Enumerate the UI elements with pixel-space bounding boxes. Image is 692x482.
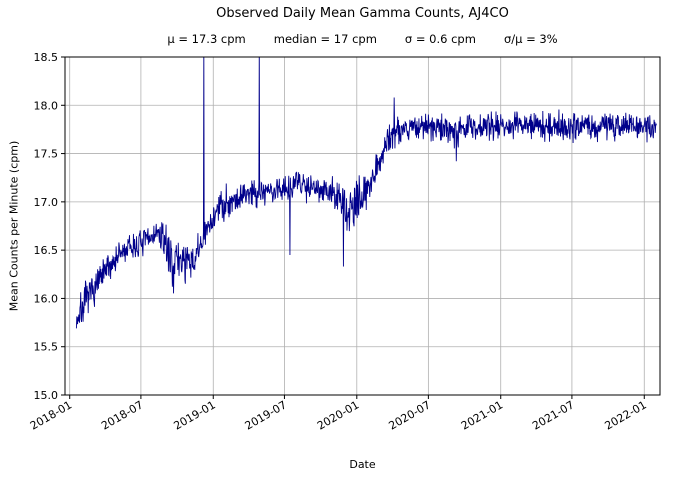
y-tick-label: 17.0 [34, 196, 59, 209]
x-axis-label: Date [349, 458, 376, 471]
x-tick-label: 2021-01 [459, 398, 505, 432]
x-tick-label: 2020-01 [315, 398, 361, 432]
y-tick-label: 16.5 [34, 244, 59, 257]
y-tick-label: 15.5 [34, 341, 59, 354]
x-tick-label: 2019-07 [243, 398, 289, 432]
y-tick-label: 15.0 [34, 389, 59, 402]
plot-border [64, 56, 661, 396]
data-line [75, 57, 657, 329]
stat-mean: μ = 17.3 cpm [167, 32, 246, 46]
y-tick-label: 16.0 [34, 292, 59, 305]
y-tick-label: 17.5 [34, 148, 59, 161]
x-tick-label: 2022-01 [602, 398, 648, 432]
x-tick-label: 2021-07 [530, 398, 576, 432]
y-tick-label: 18.0 [34, 99, 59, 112]
chart-title: Observed Daily Mean Gamma Counts, AJ4CO [216, 6, 509, 21]
stat-median: median = 17 cpm [273, 32, 377, 46]
stat-sigma: σ = 0.6 cpm [404, 32, 476, 46]
stat-sigma-over-mu: σ/μ = 3% [503, 32, 558, 46]
chart-stats-line: μ = 17.3 cpm median = 17 cpm σ = 0.6 cpm… [65, 32, 660, 46]
x-tick-label: 2019-01 [171, 398, 217, 432]
x-tick-label: 2018-01 [28, 398, 74, 432]
x-tick-label: 2020-07 [387, 398, 433, 432]
x-tick-label: 2018-07 [99, 398, 145, 432]
y-tick-label: 18.5 [34, 51, 59, 64]
